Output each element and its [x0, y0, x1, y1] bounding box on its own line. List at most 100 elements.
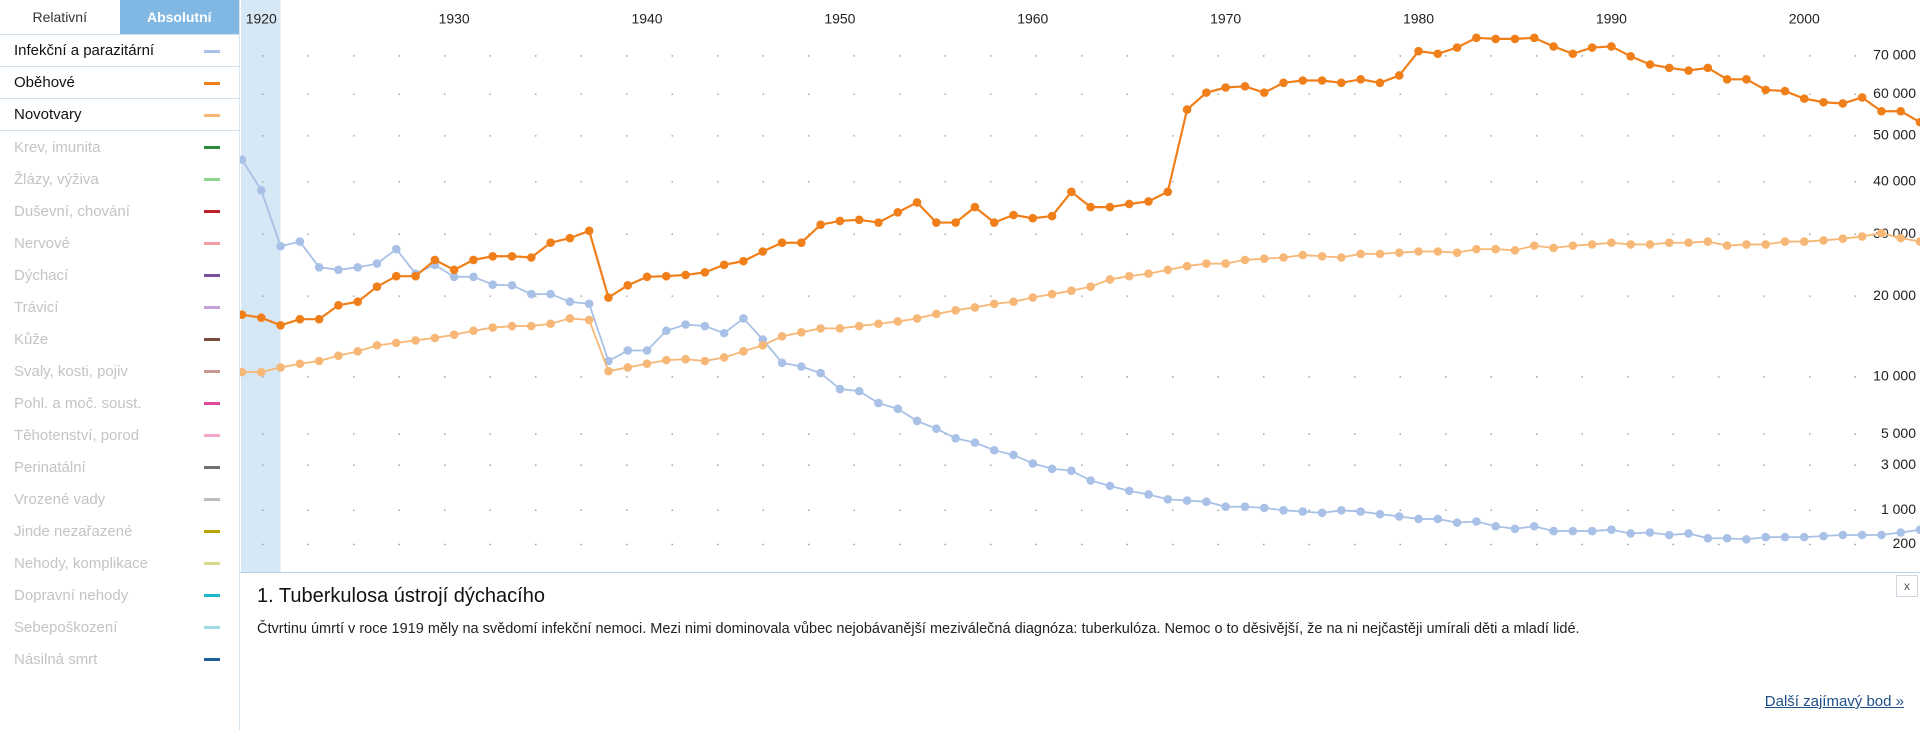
tab[interactable]: Absolutní	[119, 0, 239, 34]
data-point	[1414, 247, 1423, 256]
data-point	[1664, 63, 1674, 73]
data-point	[391, 338, 401, 348]
data-point	[449, 265, 459, 275]
category-item[interactable]: Vrozené vady	[0, 483, 239, 515]
close-button[interactable]: x	[1896, 575, 1918, 597]
data-point	[314, 263, 324, 272]
data-point	[1317, 508, 1327, 518]
data-point	[1799, 94, 1809, 103]
data-point	[1028, 213, 1038, 223]
data-point	[854, 215, 864, 225]
category-item[interactable]: Nervové	[0, 227, 239, 259]
category-item[interactable]: Kůže	[0, 323, 239, 355]
category-item[interactable]: Žlázy, výživa	[0, 163, 239, 195]
data-point	[951, 306, 960, 315]
data-point	[1877, 106, 1886, 116]
data-point	[1356, 507, 1365, 516]
info-text: Čtvrtinu úmrtí v roce 1919 měly na svědo…	[257, 621, 1580, 637]
data-point	[1529, 521, 1539, 531]
legend-item[interactable]: Novotvary	[0, 99, 239, 131]
data-point	[642, 272, 652, 282]
data-point	[1915, 117, 1920, 127]
legend-item[interactable]: Oběhové	[0, 67, 239, 99]
data-point	[391, 271, 401, 281]
category-item[interactable]: Sebepoškození	[0, 611, 239, 643]
next-point-link[interactable]: Další zajímavý bod »	[1764, 693, 1904, 710]
data-point	[1240, 255, 1250, 265]
data-point	[1529, 33, 1539, 43]
data-point	[488, 280, 498, 289]
category-swatch	[204, 306, 220, 309]
data-point	[1838, 99, 1848, 108]
data-point	[372, 341, 382, 350]
tab[interactable]: Relativní	[32, 9, 87, 25]
category-label: Trávicí	[14, 298, 59, 316]
data-point	[623, 281, 633, 290]
y-tick-label: 1 000	[1881, 501, 1916, 517]
category-item[interactable]: Dýchací	[0, 259, 239, 291]
toggle: Relativní Absolutní	[0, 0, 239, 35]
data-point	[1067, 286, 1076, 295]
category-label: Duševní, chování	[14, 202, 130, 220]
data-point	[334, 351, 343, 360]
x-tick-label: 1970	[1210, 11, 1241, 27]
y-tick-label: 10 000	[1873, 368, 1916, 384]
x-tick-label: 1950	[824, 11, 855, 27]
data-point	[681, 354, 690, 364]
data-point	[584, 299, 594, 309]
data-point	[835, 324, 845, 333]
data-point	[334, 265, 343, 275]
data-point	[1356, 75, 1365, 84]
data-point	[1009, 450, 1018, 460]
data-point	[758, 341, 768, 350]
category-item[interactable]: Těhotenství, porod	[0, 419, 239, 451]
data-point	[565, 297, 575, 307]
legend-item[interactable]: Infekční a parazitární	[0, 35, 239, 67]
data-point	[1163, 494, 1173, 504]
data-point	[1202, 497, 1211, 506]
data-point	[1587, 43, 1597, 52]
data-point	[1819, 531, 1828, 541]
data-point	[1684, 238, 1693, 248]
category-item[interactable]: Krev, imunita	[0, 131, 239, 163]
data-point	[256, 367, 266, 377]
data-point	[1182, 105, 1192, 114]
category-swatch	[204, 210, 220, 213]
data-point	[469, 272, 478, 282]
data-point	[1202, 259, 1211, 268]
data-point	[527, 289, 536, 299]
data-point	[777, 358, 787, 368]
data-point	[391, 244, 401, 254]
data-point	[989, 218, 999, 227]
category-item[interactable]: Dopravní nehody	[0, 579, 239, 611]
category-item[interactable]: Perinatální	[0, 451, 239, 483]
data-point	[1259, 254, 1269, 264]
x-tick-label: 1930	[439, 11, 470, 27]
category-item[interactable]: Násilná smrt	[0, 643, 239, 675]
category-item[interactable]: Duševní, chování	[0, 195, 239, 227]
category-swatch	[204, 658, 220, 661]
data-point	[295, 314, 305, 324]
category-swatch	[204, 434, 220, 437]
data-point	[565, 314, 575, 323]
tick-label-bg	[1868, 86, 1920, 103]
data-point	[1337, 78, 1346, 88]
data-point	[1202, 88, 1211, 97]
data-point	[1684, 529, 1693, 538]
category-item[interactable]: Pohl. a moč. soust.	[0, 387, 239, 419]
tick-label-bg	[1868, 368, 1920, 385]
category-item[interactable]: Jinde nezařazené	[0, 515, 239, 547]
data-point	[951, 433, 960, 443]
data-point	[835, 216, 845, 226]
data-point	[1394, 248, 1404, 257]
highlight-band	[241, 0, 281, 572]
series-line	[241, 36, 1920, 327]
category-item[interactable]: Trávicí	[0, 291, 239, 323]
data-point	[353, 347, 363, 356]
category-item[interactable]: Svaly, kosti, pojiv	[0, 355, 239, 387]
category-item[interactable]: Nehody, komplikace	[0, 547, 239, 579]
data-point	[1510, 524, 1520, 534]
data-point	[546, 238, 555, 248]
data-point	[1491, 34, 1500, 44]
data-point	[1780, 532, 1790, 542]
